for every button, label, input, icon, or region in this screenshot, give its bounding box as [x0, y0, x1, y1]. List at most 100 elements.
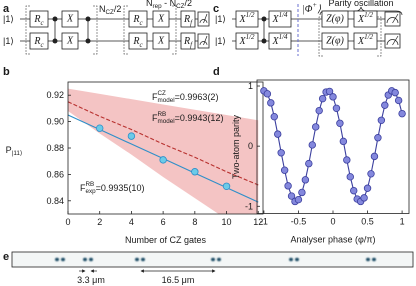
measurement	[384, 11, 401, 27]
repeat-label: NCZ/2	[99, 4, 121, 16]
panel-label: e	[3, 251, 9, 263]
data-point	[315, 106, 323, 115]
gate-label: Rc	[132, 36, 143, 50]
y-tick-label: 0	[248, 141, 253, 151]
data-point	[343, 156, 351, 164]
panel-label: d	[213, 66, 220, 78]
atom	[366, 257, 370, 262]
text-part: CZ	[176, 3, 185, 10]
text-part: c	[140, 19, 144, 27]
data-point	[277, 149, 285, 157]
cz-dot	[52, 38, 58, 44]
text-part: N	[99, 4, 106, 14]
gate-label: X	[157, 36, 165, 47]
atom	[135, 257, 139, 262]
text-part: R	[183, 36, 190, 47]
gate	[353, 10, 378, 28]
gate	[29, 32, 49, 50]
repeat-bracket	[25, 5, 98, 55]
data-point	[325, 87, 334, 96]
x-axis-label: Number of CZ gates	[125, 235, 207, 245]
gate-label: Z(φ)	[326, 36, 344, 47]
annotation: FRB model=0.9943(12)	[152, 111, 223, 125]
data-point	[284, 182, 292, 190]
text-part: RB	[86, 181, 95, 188]
data-point	[398, 109, 406, 118]
text-part: c	[41, 19, 45, 27]
text-part: |Φ	[302, 4, 313, 15]
qubit-input: |1⟩	[215, 36, 226, 46]
text-part: 1/4	[279, 11, 288, 19]
data-point	[96, 124, 104, 132]
x-tick-label: 4	[129, 217, 134, 227]
data-point	[159, 156, 167, 164]
gate-label: X1/2	[357, 11, 374, 25]
measurement	[384, 33, 401, 49]
text-part: 1/2	[364, 11, 373, 19]
x-tick-label: -1	[260, 217, 268, 227]
data-point	[350, 186, 358, 195]
gate	[321, 10, 349, 28]
x-axis-label: Analyser phase (φ/π)	[290, 235, 375, 245]
y-tick-label: -1	[245, 201, 253, 211]
x-tick-label: 8	[192, 217, 197, 227]
text-part: X	[271, 14, 279, 25]
atom	[211, 257, 215, 262]
gate-label: X1/2	[357, 33, 374, 47]
text-part: X	[357, 36, 365, 47]
meter-needle	[392, 13, 399, 24]
data-point	[381, 101, 389, 109]
gate	[61, 10, 79, 28]
x-tick-label: 0	[65, 217, 70, 227]
text-part: X	[271, 36, 279, 47]
data-point	[298, 188, 306, 197]
data-point	[377, 116, 386, 124]
measurement	[197, 11, 210, 27]
data-point	[280, 166, 289, 174]
text-part: =0.9943(12)	[175, 113, 224, 123]
data-point	[127, 132, 136, 140]
repeat-bracket	[123, 5, 177, 55]
gate-label: X1/4	[271, 11, 288, 25]
x-tick-label: 12	[253, 217, 263, 227]
qubit-input: |1⟩	[3, 36, 14, 46]
text-part: R	[33, 36, 40, 47]
meter-needle	[203, 13, 208, 24]
measurement	[197, 33, 210, 49]
cz-dot	[261, 16, 267, 22]
text-part: c	[140, 41, 144, 49]
data-point	[318, 94, 327, 103]
data-point	[308, 141, 316, 149]
x-tick-label: 6	[161, 217, 166, 227]
text-part: R	[183, 14, 190, 25]
gate-label: Z(φ)	[326, 14, 344, 25]
gate	[61, 32, 79, 50]
panel-label: a	[3, 3, 10, 15]
text-part: f	[190, 19, 193, 27]
data-point	[346, 173, 354, 181]
x-tick-label: 2	[97, 217, 102, 227]
atom	[289, 257, 293, 262]
gate	[128, 10, 148, 28]
x-tick-label: 0	[330, 217, 335, 227]
y-tick-label: 0.86	[46, 169, 64, 179]
gate-label: Rc	[132, 14, 143, 28]
gate	[235, 32, 259, 50]
text-part: X	[357, 14, 365, 25]
data-point	[391, 88, 399, 97]
text-part: |11⟩	[12, 150, 23, 157]
atom	[61, 257, 65, 262]
gate	[128, 32, 148, 50]
x-tick-label: 0.5	[361, 217, 374, 227]
gate-label: X1/4	[271, 33, 288, 47]
text-part: CZ	[158, 90, 167, 97]
atom	[83, 257, 87, 262]
qubit-input: |1⟩	[3, 14, 14, 24]
text-part: model	[158, 97, 175, 104]
meter-arc	[199, 41, 208, 46]
text-part: F	[152, 92, 158, 102]
meter-needle	[203, 35, 208, 46]
gate-label: X1/2	[238, 33, 255, 47]
meter-arc	[199, 19, 208, 24]
data-point	[394, 96, 403, 105]
